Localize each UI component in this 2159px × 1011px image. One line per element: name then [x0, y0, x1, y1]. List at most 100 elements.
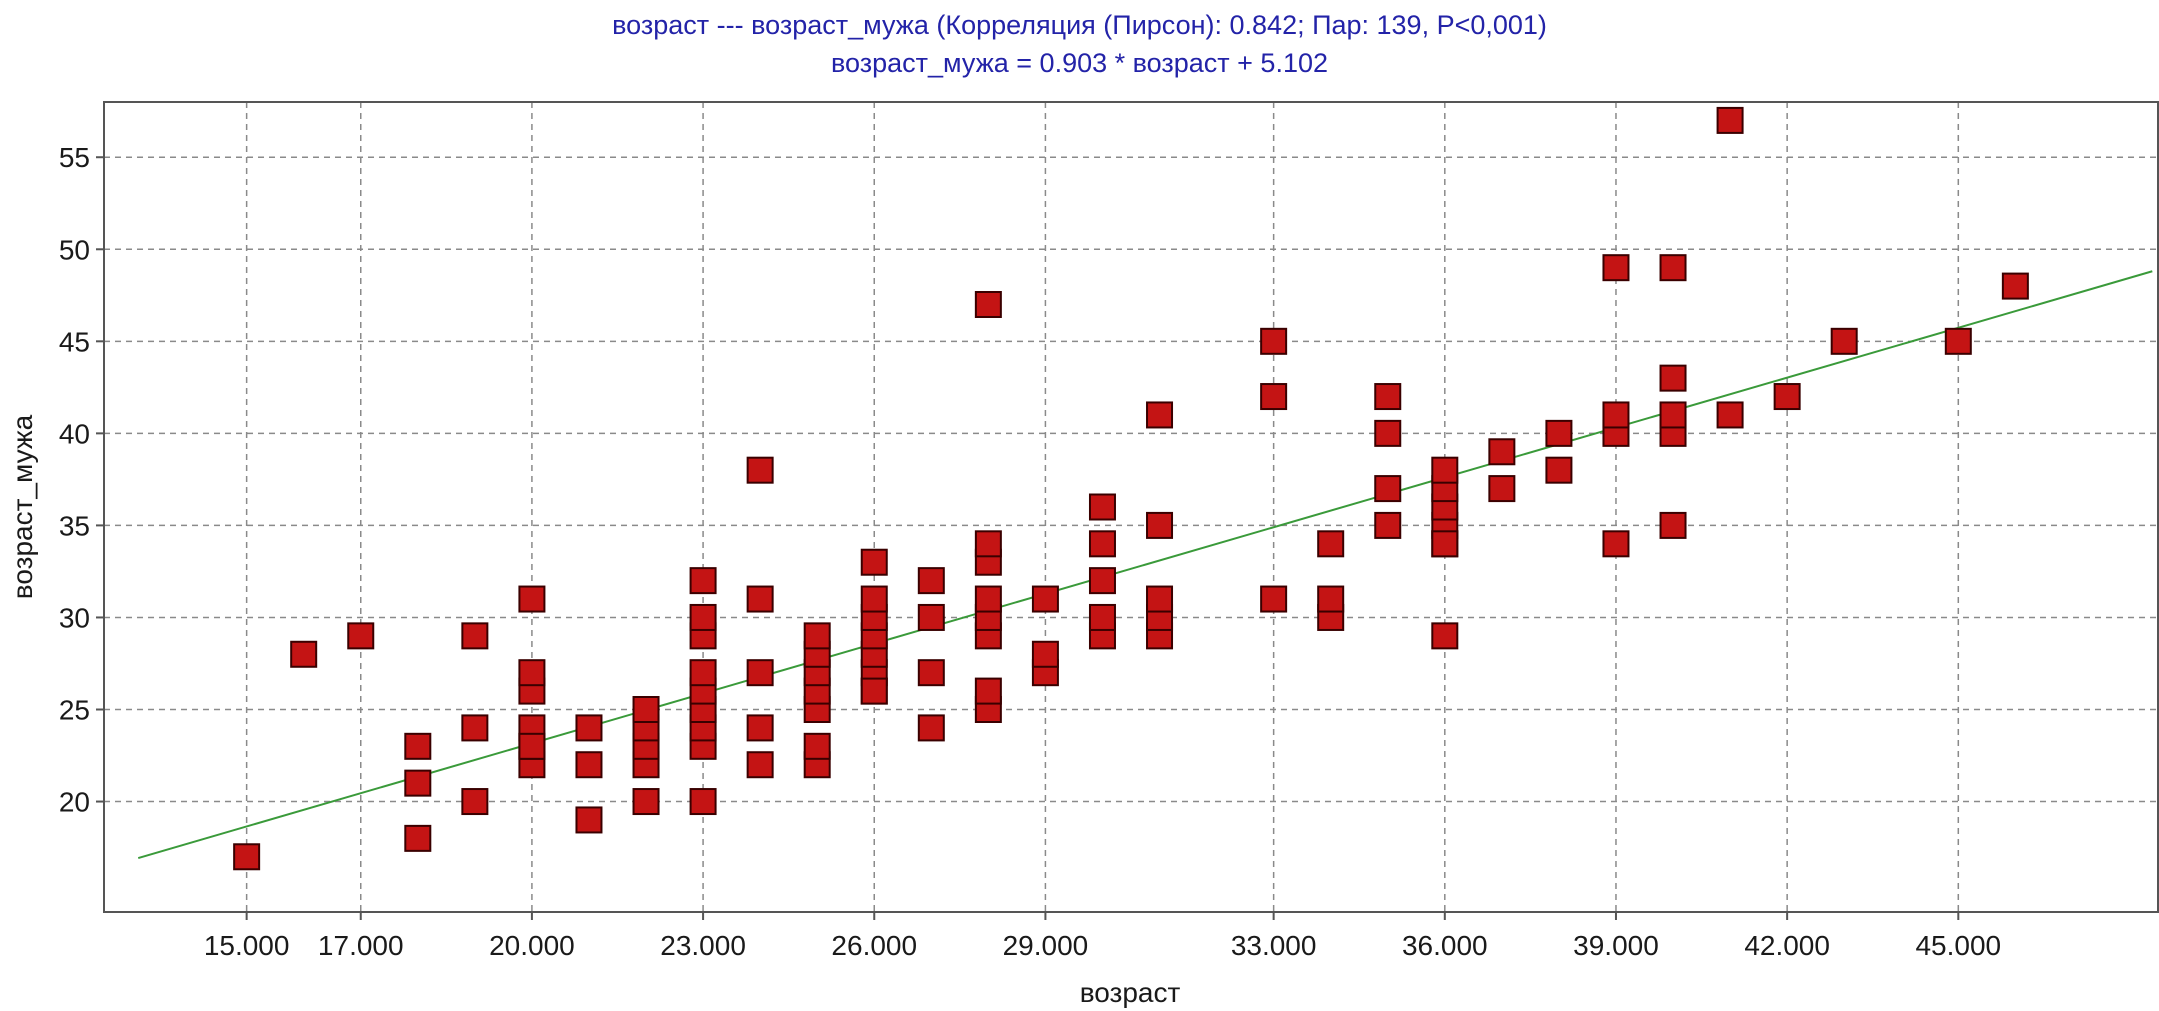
data-point: [632, 696, 660, 723]
data-point: [1317, 530, 1345, 558]
data-point: [461, 714, 489, 742]
data-point: [746, 456, 774, 484]
data-point: [2001, 272, 2029, 300]
x-tick-label: 45.000: [1915, 930, 2001, 961]
x-tick-label: 15.000: [204, 930, 290, 961]
y-tick-label: 40: [59, 418, 90, 449]
data-point: [860, 677, 888, 705]
data-point: [917, 603, 945, 631]
data-point: [1431, 530, 1459, 558]
x-tick-label: 26.000: [831, 930, 917, 961]
data-point: [290, 640, 318, 668]
data-point: [746, 751, 774, 779]
data-point: [1088, 567, 1116, 595]
data-point: [1716, 106, 1744, 134]
x-axis-label: возраст: [1080, 977, 1181, 1008]
data-point: [1659, 364, 1687, 392]
data-point: [233, 843, 261, 871]
data-point: [1716, 401, 1744, 429]
data-point: [917, 714, 945, 742]
y-tick-label: 35: [59, 510, 90, 541]
chart-subtitle: возраст_мужа = 0.903 * возраст + 5.102: [830, 48, 1328, 78]
data-point: [689, 659, 717, 687]
data-point: [1374, 511, 1402, 539]
x-tick-label: 39.000: [1573, 930, 1659, 961]
data-point: [1488, 438, 1516, 466]
y-axis-ticks: 20 25 30 35 40 45 50 55: [59, 142, 104, 818]
data-point: [1545, 456, 1573, 484]
plot-frame: [103, 101, 2159, 913]
x-tick-label: 20.000: [489, 930, 575, 961]
data-point: [575, 806, 603, 834]
data-point: [1659, 254, 1687, 282]
data-point: [1088, 493, 1116, 521]
data-point: [461, 788, 489, 816]
data-point: [1431, 456, 1459, 484]
data-point: [518, 659, 546, 687]
data-point: [689, 788, 717, 816]
x-tick-label: 17.000: [318, 930, 404, 961]
y-tick-label: 30: [59, 602, 90, 633]
y-tick-label: 50: [59, 234, 90, 265]
data-point: [1545, 419, 1573, 447]
x-tick-label: 36.000: [1402, 930, 1488, 961]
data-point: [974, 530, 1002, 558]
data-point: [1488, 475, 1516, 503]
data-point: [1146, 401, 1174, 429]
data-point: [1602, 254, 1630, 282]
data-point: [860, 585, 888, 613]
data-point: [689, 567, 717, 595]
data-point: [689, 603, 717, 631]
data-point: [1374, 419, 1402, 447]
data-point: [1260, 383, 1288, 411]
data-point: [1088, 603, 1116, 631]
data-point: [404, 732, 432, 760]
data-point: [803, 622, 831, 650]
regression-line: [137, 270, 2153, 859]
data-point: [1773, 383, 1801, 411]
data-point: [917, 567, 945, 595]
data-point: [1659, 511, 1687, 539]
data-point: [917, 659, 945, 687]
data-points: [233, 106, 2029, 871]
data-point: [518, 585, 546, 613]
y-tick-label: 45: [59, 326, 90, 357]
data-point: [860, 548, 888, 576]
data-point: [1830, 327, 1858, 355]
y-tick-label: 55: [59, 142, 90, 173]
x-axis-ticks: 15.000 17.000 20.000 23.000 26.000 29.000 33.0…: [204, 912, 2001, 961]
data-point: [404, 769, 432, 797]
data-point: [575, 714, 603, 742]
data-point: [1374, 383, 1402, 411]
data-point: [575, 751, 603, 779]
data-point: [461, 622, 489, 650]
x-tick-label: 42.000: [1744, 930, 1830, 961]
data-point: [1031, 585, 1059, 613]
data-point: [746, 659, 774, 687]
data-point: [518, 732, 546, 760]
data-point: [1146, 511, 1174, 539]
x-tick-label: 29.000: [1003, 930, 1089, 961]
data-point: [1031, 640, 1059, 668]
data-point: [632, 788, 660, 816]
data-point: [1088, 530, 1116, 558]
data-point: [1944, 327, 1972, 355]
data-point: [1431, 622, 1459, 650]
data-point: [974, 291, 1002, 318]
data-point: [803, 732, 831, 760]
grid: [104, 102, 2158, 912]
data-point: [1260, 585, 1288, 613]
data-point: [974, 585, 1002, 613]
data-point: [746, 585, 774, 613]
data-point: [1602, 530, 1630, 558]
x-tick-label: 23.000: [660, 930, 746, 961]
data-point: [1374, 475, 1402, 503]
data-point: [404, 824, 432, 852]
data-point: [1260, 327, 1288, 355]
chart-title: возраст --- возраст_мужа (Корреляция (Пи…: [612, 10, 1547, 40]
data-point: [1317, 585, 1345, 613]
data-point: [1146, 585, 1174, 613]
x-tick-label: 33.000: [1231, 930, 1317, 961]
data-point: [347, 622, 375, 650]
